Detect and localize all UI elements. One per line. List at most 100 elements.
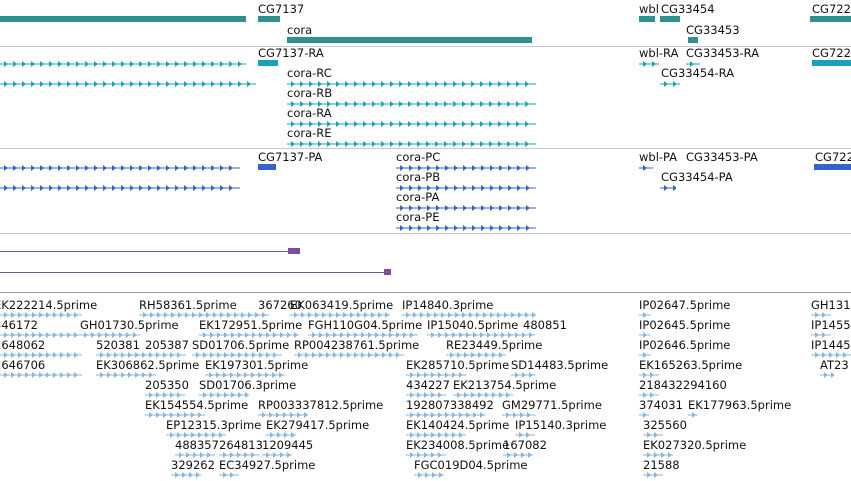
est-label[interactable]: 367260 — [258, 298, 302, 312]
est-feature[interactable] — [0, 312, 82, 318]
est-feature[interactable] — [0, 332, 82, 338]
est-label[interactable]: 192807338492 — [406, 398, 494, 412]
est-label[interactable]: 167082 — [503, 438, 547, 452]
est-label[interactable]: SD14483.5prime — [511, 358, 609, 372]
est-feature[interactable] — [639, 352, 651, 358]
est-label[interactable]: 434227 — [406, 378, 450, 392]
est-label[interactable]: EK154554.5prime — [145, 398, 249, 412]
est-feature[interactable] — [643, 452, 673, 458]
protein-feature-cg7137-pa[interactable] — [258, 164, 276, 170]
transcript-label-cg33454-ra[interactable]: CG33454-RA — [661, 66, 735, 80]
est-label[interactable]: EK213754.5prime — [453, 378, 557, 392]
est-feature[interactable] — [503, 452, 533, 458]
est-feature[interactable] — [139, 312, 269, 318]
est-feature[interactable] — [639, 412, 649, 418]
transcript-label-cora-rb[interactable]: cora-RB — [287, 86, 333, 100]
est-feature[interactable] — [266, 432, 296, 438]
transcript-feature-left-1[interactable] — [0, 60, 246, 67]
est-feature[interactable] — [166, 432, 226, 438]
gene-feature-wbl[interactable] — [639, 16, 655, 22]
est-label[interactable]: 520381 — [96, 338, 140, 352]
est-label[interactable]: IP15040.5prime — [427, 318, 519, 332]
est-label[interactable]: EC34927.5prime — [219, 458, 316, 472]
transcript-label-cg33453-ra[interactable]: CG33453-RA — [686, 46, 760, 60]
est-label[interactable]: 1209445 — [262, 438, 314, 452]
est-label[interactable]: RH58361.5prime — [139, 298, 237, 312]
est-label[interactable]: EK197301.5prime — [205, 358, 309, 372]
est-label[interactable]: 488357 — [175, 438, 219, 452]
est-label[interactable]: 2648062 — [0, 338, 46, 352]
est-label[interactable]: 205387 — [145, 338, 189, 352]
est-feature[interactable] — [175, 452, 215, 458]
protein-feature-cg33454-pa[interactable] — [660, 184, 676, 191]
transcript-label-cg7137-ra[interactable]: CG7137-RA — [258, 46, 324, 60]
est-label[interactable]: RP003337812.5prime — [258, 398, 384, 412]
est-label[interactable]: GM29771.5prime — [502, 398, 602, 412]
est-feature[interactable] — [446, 352, 506, 358]
est-feature[interactable] — [406, 452, 446, 458]
est-label[interactable]: 2646706 — [0, 358, 46, 372]
gene-label-cg7137[interactable]: CG7137 — [258, 2, 305, 16]
est-feature[interactable] — [511, 372, 535, 378]
gene-label-cg33453[interactable]: CG33453 — [686, 23, 740, 37]
protein-label-cora-pe[interactable]: cora-PE — [396, 210, 440, 224]
protein-label-cora-pa[interactable]: cora-PA — [396, 190, 440, 204]
est-feature[interactable] — [96, 372, 156, 378]
transcript-feature-cg722[interactable] — [812, 60, 851, 66]
gene-label-wbl[interactable]: wbl — [639, 2, 659, 16]
est-label[interactable]: AT23 — [820, 358, 849, 372]
protein-label-wbl-pa[interactable]: wbl-PA — [639, 150, 678, 164]
est-feature[interactable] — [192, 352, 282, 358]
transcript-feature-cora-rc[interactable] — [287, 80, 536, 87]
transcript-feature-cora-rb[interactable] — [287, 100, 536, 107]
est-label[interactable]: 480851 — [523, 318, 567, 332]
transcript-label-cora-re[interactable]: cora-RE — [287, 126, 332, 140]
est-feature[interactable] — [406, 432, 466, 438]
est-feature[interactable] — [308, 332, 418, 338]
protein-label-cg722[interactable]: CG722 — [815, 150, 851, 164]
est-label[interactable]: EK027320.5prime — [643, 438, 747, 452]
est-feature[interactable] — [688, 412, 698, 418]
est-label[interactable]: 325560 — [643, 418, 687, 432]
est-label[interactable]: EK172951.5prime — [199, 318, 303, 332]
est-feature[interactable] — [453, 392, 513, 398]
est-feature[interactable] — [199, 332, 299, 338]
est-label[interactable]: IP15140.3prime — [515, 418, 607, 432]
est-label[interactable]: EK177963.5prime — [688, 398, 792, 412]
est-label[interactable]: IP1445 — [811, 338, 851, 352]
est-label[interactable]: IP02646.5prime — [639, 338, 731, 352]
est-label[interactable]: IP02645.5prime — [639, 318, 731, 332]
est-label[interactable]: SD01706.3prime — [199, 378, 297, 392]
est-feature[interactable] — [0, 352, 82, 358]
transcript-feature-cora-ra[interactable] — [287, 120, 536, 127]
est-label[interactable]: EK222214.5prime — [0, 298, 98, 312]
est-feature[interactable] — [406, 372, 466, 378]
gene-feature-left[interactable] — [0, 16, 246, 22]
est-feature[interactable] — [643, 472, 663, 478]
est-feature[interactable] — [219, 452, 259, 458]
est-label[interactable]: EK165263.5prime — [639, 358, 743, 372]
est-feature[interactable] — [639, 392, 659, 398]
est-feature[interactable] — [811, 312, 831, 318]
est-label[interactable]: EK285710.5prime — [406, 358, 510, 372]
purple-feature-1[interactable] — [0, 248, 300, 254]
est-feature[interactable] — [96, 352, 186, 358]
protein-feature-wbl-pa[interactable] — [639, 164, 653, 171]
est-label[interactable]: RE23449.5prime — [446, 338, 543, 352]
est-label[interactable]: 329262 — [171, 458, 215, 472]
transcript-label-cg722[interactable]: CG722 — [812, 46, 851, 60]
protein-label-cora-pb[interactable]: cora-PB — [396, 170, 441, 184]
est-feature[interactable] — [639, 312, 651, 318]
gene-label-cg33454[interactable]: CG33454 — [661, 2, 715, 16]
protein-label-cg7137-pa[interactable]: CG7137-PA — [258, 150, 323, 164]
est-feature[interactable] — [811, 352, 851, 358]
est-feature[interactable] — [406, 412, 486, 418]
transcript-label-wbl-ra[interactable]: wbl-RA — [639, 46, 679, 60]
protein-feature-left-1[interactable] — [0, 164, 240, 171]
est-feature[interactable] — [427, 332, 535, 338]
est-feature[interactable] — [294, 352, 404, 358]
protein-feature-left-2[interactable] — [0, 184, 240, 191]
transcript-label-cora-ra[interactable]: cora-RA — [287, 106, 332, 120]
est-label[interactable]: FGH110G04.5prime — [308, 318, 423, 332]
transcript-feature-cg33453-ra[interactable] — [686, 60, 700, 67]
